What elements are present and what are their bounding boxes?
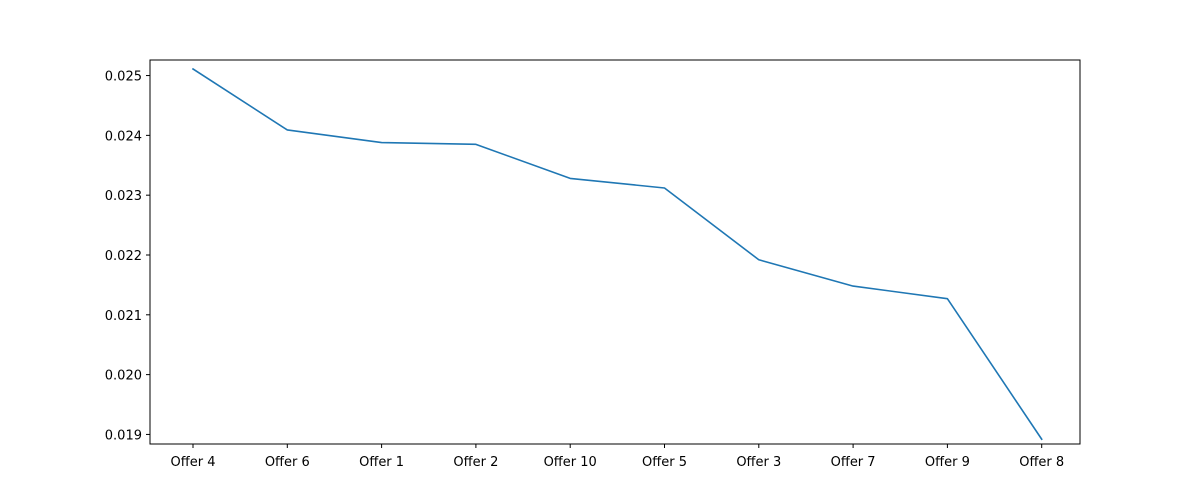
y-tick-label: 0.020	[105, 369, 142, 384]
x-tick-label: Offer 5	[642, 455, 687, 470]
x-tick-label: Offer 4	[171, 455, 216, 470]
x-tick-label: Offer 2	[453, 455, 498, 470]
x-tick-label: Offer 10	[544, 455, 597, 470]
x-tick-label: Offer 3	[736, 455, 781, 470]
y-tick-label: 0.021	[105, 309, 142, 324]
y-axis-ticks: 0.019 0.020 0.021 0.022 0.023 0.024 0.025	[105, 70, 150, 443]
x-tick-label: Offer 8	[1019, 455, 1064, 470]
y-tick-label: 0.025	[105, 70, 142, 85]
y-tick-label: 0.023	[105, 189, 142, 204]
x-tick-label: Offer 7	[831, 455, 876, 470]
y-tick-label: 0.022	[105, 249, 142, 264]
x-tick-label: Offer 6	[265, 455, 310, 470]
series-line	[191, 67, 1043, 441]
x-tick-label: Offer 9	[925, 455, 970, 470]
y-tick-label: 0.024	[105, 129, 142, 144]
x-axis-ticks: Offer 4 Offer 6 Offer 1 Offer 2 Offer 10 Offe…	[171, 444, 1064, 470]
x-tick-label: Offer 1	[359, 455, 404, 470]
plot-area-frame	[149, 59, 1081, 445]
y-tick-label: 0.019	[105, 428, 142, 443]
